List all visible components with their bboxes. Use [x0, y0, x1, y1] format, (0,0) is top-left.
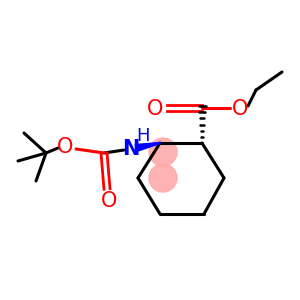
Text: O: O: [232, 99, 248, 119]
Circle shape: [149, 138, 177, 166]
Text: O: O: [57, 137, 73, 157]
Text: N: N: [122, 139, 140, 159]
Text: O: O: [101, 191, 117, 211]
Text: H: H: [136, 127, 150, 145]
Circle shape: [149, 164, 177, 192]
Polygon shape: [135, 142, 160, 152]
Text: O: O: [147, 99, 163, 119]
